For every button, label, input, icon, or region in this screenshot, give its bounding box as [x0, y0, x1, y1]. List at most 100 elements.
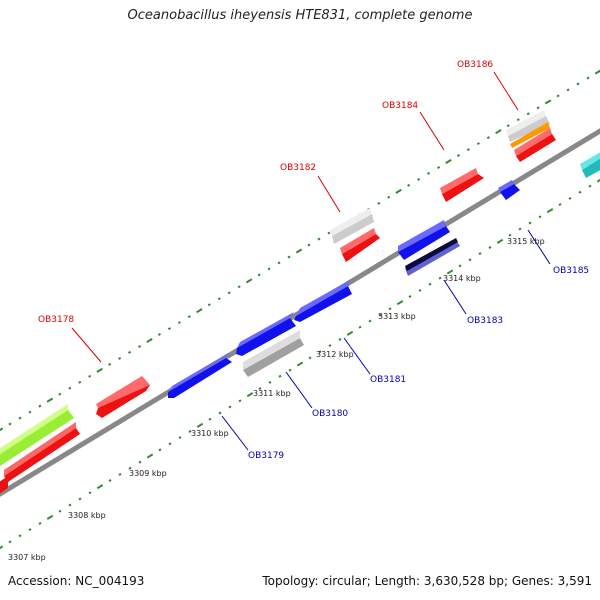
minor-tick — [28, 528, 32, 532]
gene-block-red-left[interactable] — [4, 422, 80, 482]
minor-tick — [478, 252, 482, 256]
gene-block-OB3186[interactable] — [506, 110, 556, 162]
minor-tick — [586, 76, 590, 80]
major-tick — [246, 392, 254, 398]
minor-tick — [378, 313, 382, 317]
minor-tick — [408, 295, 412, 299]
minor-tick — [187, 315, 191, 319]
major-tick — [146, 453, 154, 459]
minor-tick — [506, 124, 510, 128]
accession-text: Accession: NC_004193 — [8, 574, 145, 588]
minor-tick — [138, 345, 142, 348]
gene-block-cyan-right[interactable] — [580, 150, 600, 178]
minor-tick — [528, 221, 532, 225]
minor-tick — [526, 112, 530, 116]
major-tick — [46, 397, 54, 403]
major-tick — [146, 338, 153, 343]
gene-label-OB3183[interactable]: OB3183 — [467, 316, 503, 326]
minor-tick — [218, 411, 222, 415]
gene-block-OB3181[interactable] — [236, 280, 352, 356]
minor-tick — [118, 356, 122, 360]
minor-tick — [158, 448, 162, 452]
minor-tick — [78, 497, 82, 501]
minor-tick — [377, 201, 381, 205]
minor-tick — [68, 503, 72, 507]
gene-block-OB3184[interactable] — [440, 168, 484, 202]
gene-block-green-left[interactable] — [0, 404, 74, 466]
minor-tick — [418, 288, 422, 292]
gene-label-OB3186[interactable]: OB3186 — [457, 60, 493, 70]
minor-tick — [178, 436, 182, 440]
gene-block-OB3183[interactable] — [398, 220, 460, 276]
gene-block-OB3180[interactable] — [243, 330, 304, 377]
gene-blocks — [0, 110, 600, 496]
minor-tick — [28, 410, 32, 414]
major-tick — [96, 367, 103, 373]
gene-label-OB3182[interactable]: OB3182 — [280, 163, 316, 173]
minor-tick — [38, 404, 42, 408]
gene-label-OB3179[interactable]: OB3179 — [248, 451, 284, 461]
minor-tick — [488, 245, 492, 249]
minor-tick — [327, 231, 331, 235]
minor-tick — [108, 362, 112, 366]
major-tick — [346, 330, 354, 336]
gene-block-OB3179[interactable] — [168, 352, 232, 398]
gene-label-OB3180[interactable]: OB3180 — [312, 409, 348, 419]
gene-block-OB3185[interactable] — [498, 180, 520, 200]
gene-label-OB3185[interactable]: OB3185 — [553, 266, 589, 276]
major-tick — [445, 159, 452, 164]
minor-tick — [486, 136, 490, 140]
gene-label-OB3184[interactable]: OB3184 — [382, 101, 418, 111]
minor-tick — [468, 258, 472, 262]
tick-label: 3312 kbp — [316, 350, 354, 359]
minor-tick — [128, 350, 132, 354]
gene-label-OB3181[interactable]: OB3181 — [370, 375, 406, 385]
minor-tick — [566, 88, 570, 92]
minor-tick — [258, 387, 262, 391]
minor-tick — [438, 276, 442, 280]
gene-label-OB3178[interactable]: OB3178 — [38, 315, 74, 325]
minor-tick — [437, 166, 441, 169]
minor-tick — [277, 261, 281, 265]
tick-label: 3315 kbp — [507, 237, 545, 246]
minor-tick — [476, 142, 480, 146]
minor-tick — [257, 273, 261, 277]
major-tick — [46, 514, 54, 520]
minor-tick — [308, 356, 312, 360]
callout-lines — [71, 71, 551, 451]
major-tick — [196, 308, 203, 314]
gene-block-OB3182[interactable] — [330, 208, 380, 262]
minor-tick — [387, 195, 391, 199]
minor-tick — [88, 374, 92, 378]
minor-tick — [38, 521, 42, 525]
minor-tick — [217, 297, 221, 301]
tick-ring-outer — [0, 69, 600, 432]
tick-label: 3311 kbp — [253, 389, 291, 398]
minor-tick — [536, 106, 540, 110]
minor-tick — [556, 94, 560, 98]
minor-tick — [317, 237, 321, 241]
minor-tick — [508, 233, 512, 237]
minor-tick — [568, 196, 572, 200]
major-tick — [546, 208, 554, 214]
minor-tick — [368, 319, 372, 323]
minor-tick — [518, 227, 522, 231]
tick-label: 3307 kbp — [8, 553, 46, 562]
minor-tick — [458, 264, 462, 268]
tick-label: 3313 kbp — [378, 312, 416, 321]
minor-tick — [318, 350, 322, 354]
tick-label: 3308 kbp — [68, 511, 106, 520]
minor-tick — [138, 460, 142, 464]
tick-label: 3314 kbp — [443, 274, 481, 283]
minor-tick — [207, 303, 211, 307]
minor-tick — [227, 291, 231, 295]
tick-ring-inner — [0, 178, 600, 550]
major-tick — [446, 269, 454, 275]
major-tick — [396, 300, 404, 306]
minor-tick — [407, 183, 411, 187]
gene-block-OB3178[interactable] — [96, 376, 150, 418]
minor-tick — [18, 416, 22, 420]
minor-tick — [188, 429, 192, 433]
major-tick — [0, 427, 4, 432]
gene-block-red-edge[interactable] — [0, 476, 8, 496]
